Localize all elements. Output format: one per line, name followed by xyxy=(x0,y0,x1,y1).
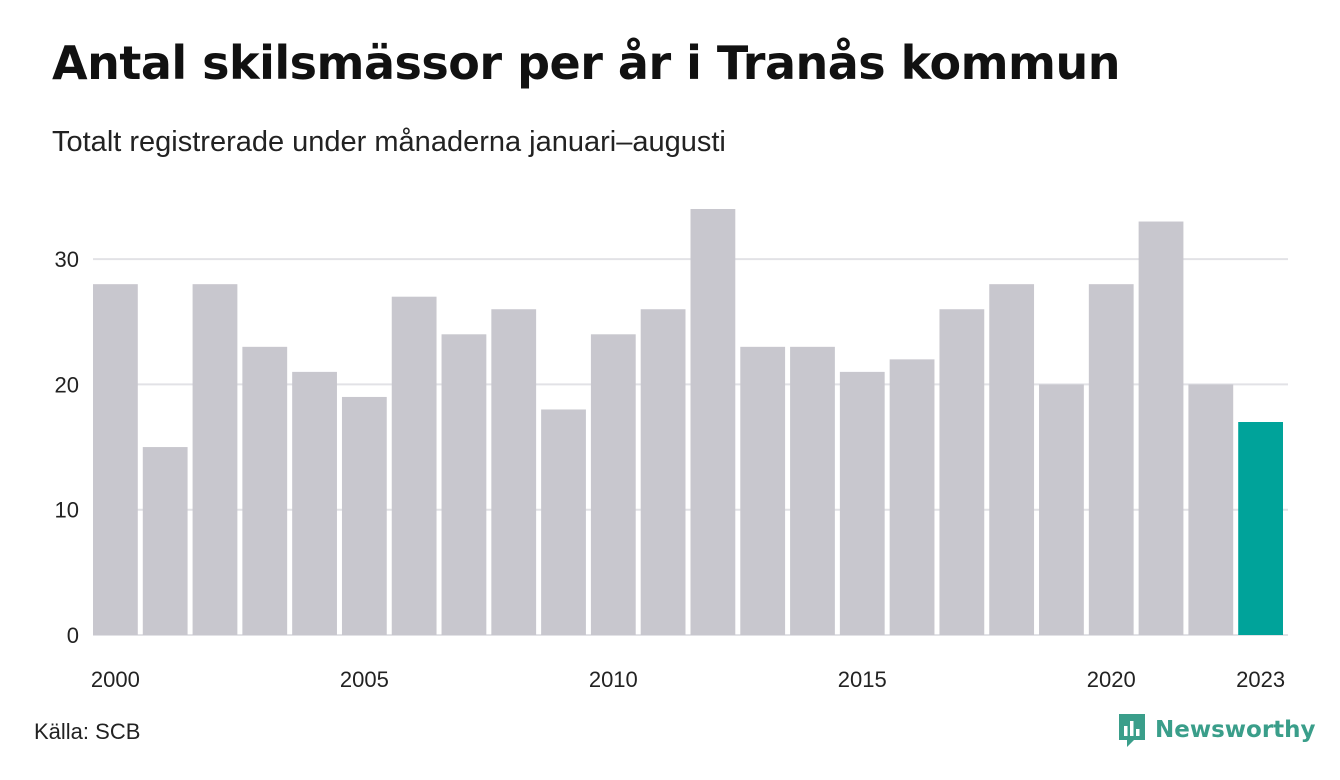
bar-2000 xyxy=(93,284,138,635)
x-tick-label: 2005 xyxy=(340,667,389,692)
bar-2021 xyxy=(1138,221,1184,635)
bar-2015 xyxy=(839,371,885,635)
bar-2009 xyxy=(541,409,586,635)
y-tick-label: 0 xyxy=(67,623,79,648)
source-note: Källa: SCB xyxy=(34,719,141,744)
chart-title: Antal skilsmässor per år i Tranås kommun xyxy=(52,36,1121,90)
chart-subtitle: Totalt registrerade under månaderna janu… xyxy=(52,126,726,158)
newsworthy-logo-icon xyxy=(1119,714,1145,747)
y-axis-tick-labels: 0 10 20 30 xyxy=(55,247,79,648)
x-tick-label: 2020 xyxy=(1087,667,1136,692)
bar-2001 xyxy=(142,447,188,635)
bar-2003 xyxy=(242,346,288,635)
bar-2019 xyxy=(1039,384,1084,635)
bar-2014 xyxy=(790,346,835,635)
x-tick-label: 2023 xyxy=(1236,667,1285,692)
brand-name: Newsworthy xyxy=(1155,717,1316,743)
bar-2002 xyxy=(192,284,238,635)
x-tick-label: 2000 xyxy=(91,667,140,692)
bar-2005 xyxy=(341,396,387,635)
y-tick-label: 30 xyxy=(55,247,79,272)
bar-2012 xyxy=(690,209,736,635)
bar-2008 xyxy=(491,309,537,635)
bar-2004 xyxy=(292,371,337,635)
bar-2022 xyxy=(1188,384,1234,635)
bar-2018 xyxy=(989,284,1035,635)
bar-2007 xyxy=(441,334,487,635)
bar-2006 xyxy=(391,296,437,635)
bar-2017 xyxy=(939,309,985,635)
x-tick-label: 2010 xyxy=(589,667,638,692)
bar-2016 xyxy=(889,359,935,635)
brand-logo[interactable]: Newsworthy xyxy=(1117,712,1316,748)
bar-2023 xyxy=(1238,422,1283,635)
x-tick-label: 2015 xyxy=(838,667,887,692)
x-axis-tick-labels: 2000 2005 2010 2015 2020 2023 xyxy=(91,667,1285,692)
bar-2020 xyxy=(1088,284,1134,635)
bars xyxy=(93,209,1283,635)
y-tick-label: 20 xyxy=(55,372,79,397)
y-tick-label: 10 xyxy=(55,498,79,523)
bar-2011 xyxy=(640,309,686,635)
bar-2010 xyxy=(590,334,636,635)
bar-2013 xyxy=(740,346,786,635)
